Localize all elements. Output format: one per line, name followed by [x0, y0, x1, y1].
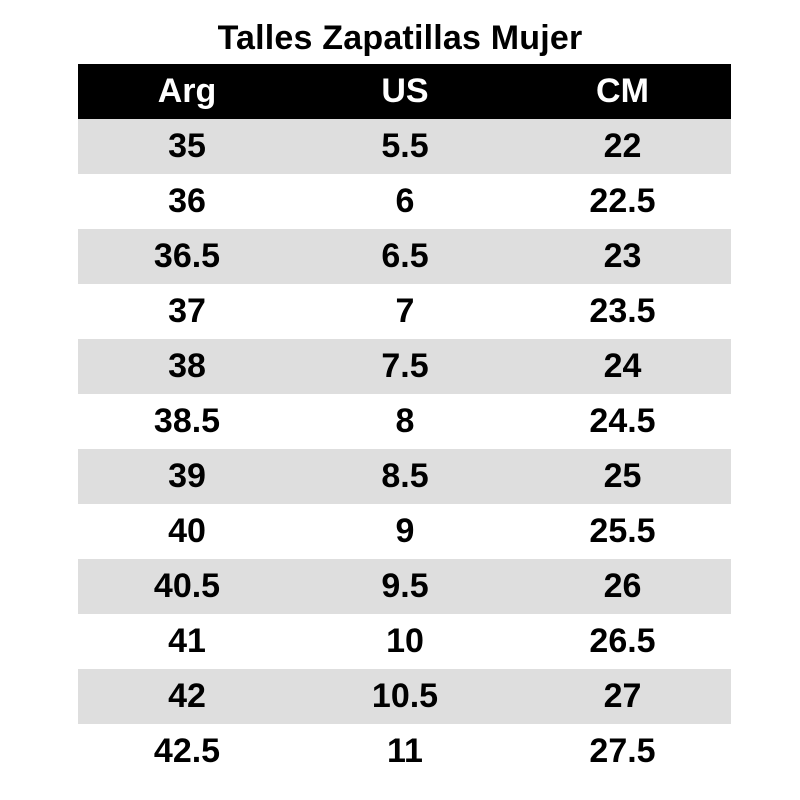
cell-cm: 26 [603, 567, 642, 605]
table-row: 38 7.5 24 [78, 339, 731, 394]
cell-us: 7.5 [381, 347, 429, 385]
cell-arg: 41 [168, 622, 206, 660]
table-row: 38.5 8 24.5 [78, 394, 731, 449]
table-row: 37 7 23.5 [78, 284, 731, 339]
cell-arg: 36 [168, 182, 206, 220]
table-row: 40.5 9.5 26 [78, 559, 731, 614]
header-cell-cm: CM [596, 72, 649, 110]
size-table: Arg US CM 35 5.5 22 36 6 22.5 36.5 6.5 2… [78, 64, 731, 779]
cell-cm: 24 [603, 347, 642, 385]
cell-us: 6 [395, 182, 415, 220]
cell-arg: 35 [168, 127, 206, 165]
cell-us: 10 [386, 622, 424, 660]
table-row: 40 9 25.5 [78, 504, 731, 559]
cell-us: 8 [395, 402, 415, 440]
header-cell-arg: Arg [157, 72, 217, 110]
table-row: 36 6 22.5 [78, 174, 731, 229]
cell-cm: 25 [603, 457, 642, 495]
table-row: 36.5 6.5 23 [78, 229, 731, 284]
cell-us: 9.5 [381, 567, 429, 605]
cell-cm: 24.5 [589, 402, 656, 440]
table-row: 41 10 26.5 [78, 614, 731, 669]
cell-arg: 40 [168, 512, 206, 550]
cell-arg: 37 [168, 292, 206, 330]
cell-arg: 38.5 [153, 402, 221, 440]
page-title: Talles Zapatillas Mujer [217, 19, 583, 57]
table-row: 39 8.5 25 [78, 449, 731, 504]
cell-cm: 22 [603, 127, 642, 165]
cell-cm: 26.5 [589, 622, 656, 660]
cell-us: 5.5 [381, 127, 429, 165]
cell-us: 9 [395, 512, 415, 550]
cell-arg: 39 [168, 457, 206, 495]
cell-us: 7 [395, 292, 415, 330]
table-header-row: Arg US CM [78, 64, 731, 119]
cell-us: 10.5 [371, 677, 439, 715]
table-row: 42 10.5 27 [78, 669, 731, 724]
table-row: 35 5.5 22 [78, 119, 731, 174]
table-row: 42.5 11 27.5 [78, 724, 731, 779]
cell-cm: 27.5 [589, 732, 656, 770]
cell-arg: 40.5 [153, 567, 221, 605]
cell-cm: 22.5 [589, 182, 656, 220]
header-cell-us: US [381, 72, 429, 110]
cell-arg: 36.5 [153, 237, 221, 275]
cell-arg: 38 [168, 347, 206, 385]
cell-cm: 27 [603, 677, 642, 715]
cell-us: 8.5 [381, 457, 429, 495]
cell-cm: 23 [603, 237, 642, 275]
cell-arg: 42.5 [153, 732, 221, 770]
cell-arg: 42 [168, 677, 206, 715]
cell-cm: 23.5 [589, 292, 656, 330]
cell-cm: 25.5 [589, 512, 656, 550]
cell-us: 6.5 [381, 237, 429, 275]
cell-us: 11 [387, 732, 423, 770]
